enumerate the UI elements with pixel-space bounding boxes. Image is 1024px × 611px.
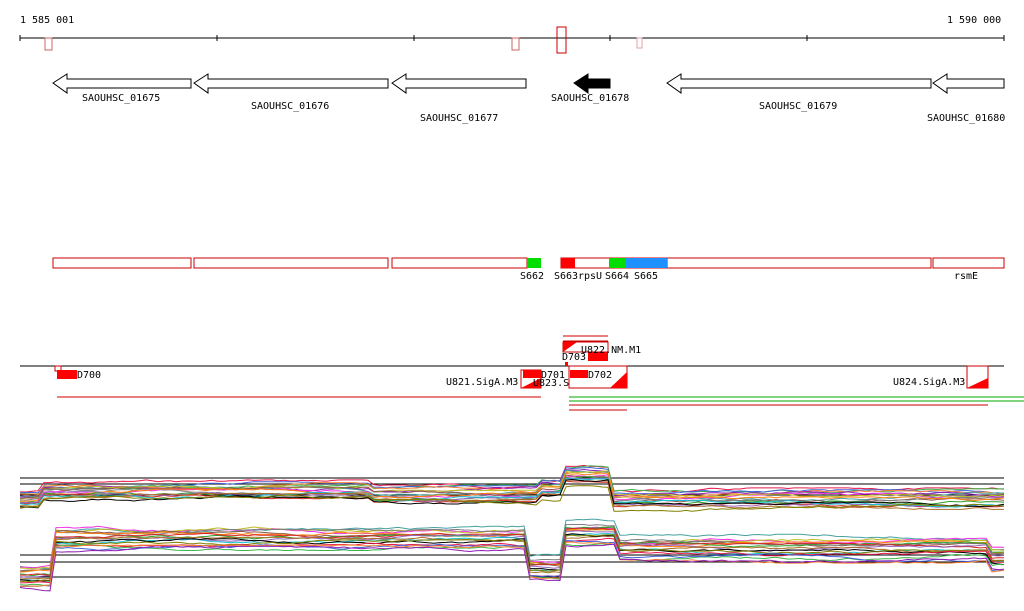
expression-trace [19,534,1004,583]
expression-profiles [19,464,1005,592]
segment-box[interactable] [391,257,528,269]
feature-label: D701 [541,370,565,381]
expression-trace [20,541,1005,587]
segment-block[interactable] [527,258,541,268]
feature-label: U821.SigA.M3 [446,377,518,388]
expression-trace [19,485,1005,512]
segment-label: S662 [520,271,544,282]
gene-arrow[interactable]: SAOUHSC_01676 [193,73,389,112]
segment-box[interactable] [193,257,389,269]
segment-box[interactable] [932,257,1005,269]
ruler: 1 585 001 1 590 000 [19,15,1005,54]
feature-mark[interactable] [57,370,77,379]
feature-label: D703 [562,352,586,363]
expression-trace [19,470,1005,500]
gene-label: SAOUHSC_01678 [551,93,629,104]
ruler-markers [44,26,643,54]
gene-arrow[interactable]: SAOUHSC_01680 [927,73,1005,124]
ruler-end-label: 1 590 000 [947,15,1001,26]
feature-label: D702 [588,370,612,381]
segment-block[interactable] [609,258,626,268]
expression-trace [19,477,1005,508]
feature-mark[interactable] [563,342,577,352]
expression-trace [20,527,1005,577]
gene-arrow[interactable]: SAOUHSC_01678 [551,73,629,104]
ruler-ticks [19,35,1005,41]
feature-mark[interactable] [588,352,608,361]
ruler-start-label: 1 585 001 [20,15,74,26]
expression-profile-track [19,464,1005,592]
gene-track: SAOUHSC_01675 SAOUHSC_01676 SAOUHSC_0167… [52,73,1005,124]
gene-label: SAOUHSC_01679 [759,101,837,112]
gene-arrow[interactable]: SAOUHSC_01679 [666,73,932,112]
gene-arrow[interactable]: SAOUHSC_01677 [391,73,527,124]
segment-label: S664 [605,271,629,282]
feature-label: U822.NM.M1 [581,345,641,356]
segment-block[interactable] [561,258,575,268]
expression-trace [19,464,1005,493]
segment-label: rsmE [954,271,978,282]
segment-box[interactable] [52,257,192,269]
feature-label: D700 [77,370,101,381]
expression-trace [19,526,1005,572]
feature-track: U822.NM.M1 D703 D700 U821.SigA.M3 D701 U… [20,335,1024,411]
expression-trace [19,533,1005,582]
gene-arrow[interactable]: SAOUHSC_01675 [52,73,192,104]
expression-trace [19,543,1005,592]
gene-label: SAOUHSC_01676 [251,101,329,112]
segment-label: S663 [554,271,578,282]
gene-label: SAOUHSC_01675 [82,93,160,104]
gene-label: SAOUHSC_01680 [927,113,1005,124]
segment-block[interactable] [626,258,667,268]
segment-box[interactable] [666,257,932,269]
expression-trace [19,472,1005,502]
expression-trace [20,525,1005,569]
expression-trace [19,469,1005,501]
segment-label: rpsU [578,271,602,282]
feature-mark[interactable] [523,370,541,378]
segment-track: S662 S663 rpsU S664 S665 rsmE [52,257,1005,282]
feature-mark[interactable] [570,370,588,378]
feature-label: U824.SigA.M3 [893,377,965,388]
segment-label: S665 [634,271,658,282]
gene-label: SAOUHSC_01677 [420,113,498,124]
